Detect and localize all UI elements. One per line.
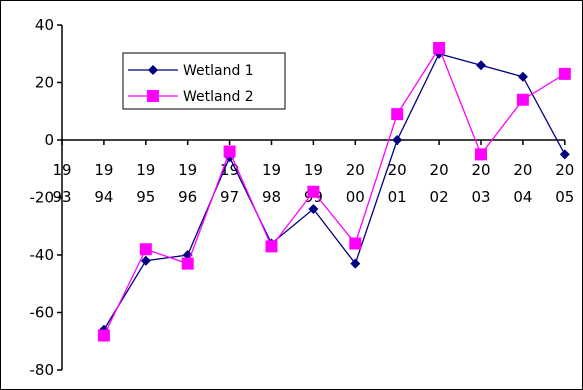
data-point — [475, 148, 487, 160]
data-point — [349, 238, 361, 250]
x-tick-label: 04 — [513, 188, 532, 206]
data-point — [182, 258, 194, 270]
legend-marker — [147, 90, 159, 102]
data-point — [517, 94, 529, 106]
x-tick-label: 19 — [262, 161, 281, 179]
x-tick-label: 95 — [136, 188, 155, 206]
data-point — [392, 135, 402, 145]
y-tick-label: 0 — [44, 131, 54, 149]
y-tick-label: -80 — [30, 361, 55, 379]
data-point — [307, 186, 319, 198]
y-tick-label: 40 — [35, 16, 54, 34]
x-tick-label: 01 — [388, 188, 407, 206]
x-tick-label: 03 — [471, 188, 490, 206]
x-tick-label: 20 — [471, 161, 490, 179]
x-tick-label: 20 — [513, 161, 532, 179]
y-tick-label: -40 — [30, 246, 55, 264]
data-point — [433, 42, 445, 54]
x-tick-label: 97 — [220, 188, 239, 206]
x-tick-label: 05 — [555, 188, 574, 206]
data-point — [518, 72, 528, 82]
data-point — [140, 243, 152, 255]
x-tick-label: 19 — [52, 161, 71, 179]
x-tick-label: 20 — [555, 161, 574, 179]
x-tick-label: 96 — [178, 188, 197, 206]
y-tick-label: -60 — [30, 304, 55, 322]
data-point — [224, 146, 236, 158]
legend-label: Wetland 1 — [183, 63, 254, 79]
x-tick-label: 00 — [346, 188, 365, 206]
x-tick-label: 19 — [94, 161, 113, 179]
x-tick-label: 20 — [388, 161, 407, 179]
data-point — [266, 240, 278, 252]
data-point — [476, 60, 486, 70]
legend-label: Wetland 2 — [183, 89, 254, 105]
x-tick-label: 19 — [304, 161, 323, 179]
data-point — [560, 149, 570, 159]
x-tick-label: 20 — [346, 161, 365, 179]
x-tick-label: 93 — [52, 188, 71, 206]
x-tick-label: 19 — [136, 161, 155, 179]
x-tick-label: 98 — [262, 188, 281, 206]
data-point — [98, 330, 110, 342]
x-tick-label: 02 — [430, 188, 449, 206]
legend: Wetland 1 Wetland 2 — [123, 53, 285, 109]
x-tick-label: 19 — [178, 161, 197, 179]
data-point — [559, 68, 571, 80]
y-tick-label: -20 — [30, 189, 55, 207]
data-point — [391, 108, 403, 120]
x-tick-label: 94 — [94, 188, 113, 206]
y-tick-label: 20 — [35, 74, 54, 92]
x-tick-label: 20 — [430, 161, 449, 179]
